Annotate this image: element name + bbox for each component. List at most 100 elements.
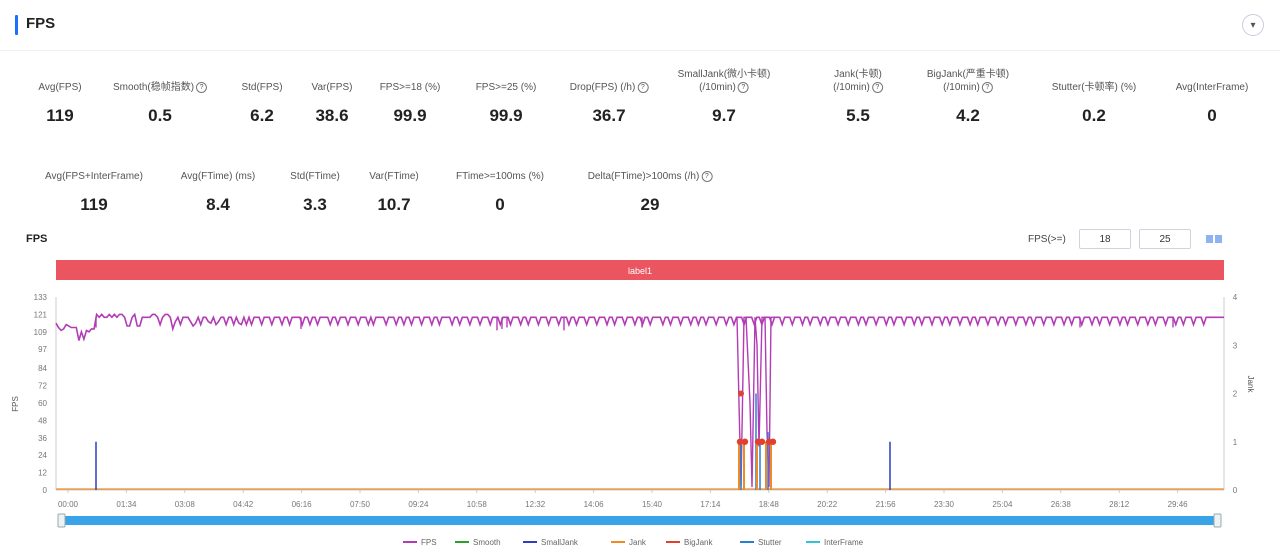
metric-label-text: FPS>=18 (%) — [379, 82, 441, 93]
metric-label: Std(FTime) — [290, 170, 340, 183]
metric-label: FPS>=18 (%) — [380, 81, 441, 94]
y-left-tick-label: 72 — [38, 382, 47, 391]
help-icon[interactable]: ? — [981, 81, 993, 93]
metric-label-text: Avg(FPS+InterFrame) — [45, 171, 143, 182]
metric-r1-11: Avg(InterFrame) 0 — [1176, 68, 1249, 126]
metric-label-text: Smooth(稳帧指数) — [112, 82, 195, 93]
range-slider-handle-right[interactable] — [1213, 513, 1222, 528]
metric-value: 99.9 — [393, 106, 427, 125]
y-left-tick-label: 84 — [38, 364, 47, 373]
help-icon[interactable]: ? — [196, 81, 208, 93]
metric-label-text: BigJank(严重卡顿) — [926, 69, 1010, 80]
x-tick-label: 06:16 — [292, 500, 313, 509]
metric-value: 4.2 — [956, 106, 980, 125]
metric-label-text: Var(FPS) — [311, 82, 353, 93]
help-icon[interactable]: ? — [637, 81, 649, 93]
fps-threshold-input-1[interactable] — [1079, 229, 1131, 249]
metric-label-text: Avg(InterFrame) — [1175, 82, 1249, 93]
x-tick-label: 04:42 — [233, 500, 254, 509]
legend-item-fps[interactable]: FPS — [421, 538, 437, 547]
metric-label-unit: (/10min) — [833, 82, 870, 93]
big-jank-point — [758, 438, 766, 445]
x-tick-label: 23:30 — [934, 500, 955, 509]
legend-item-smalljank[interactable]: SmallJank — [541, 538, 579, 547]
x-tick-label: 21:56 — [876, 500, 897, 509]
metric-value: 36.7 — [592, 106, 626, 125]
metric-r1-0: Avg(FPS) 119 — [38, 68, 81, 126]
label-bar-text: label1 — [628, 266, 652, 276]
x-tick-label: 20:22 — [817, 500, 838, 509]
legend-item-jank[interactable]: Jank — [629, 538, 647, 547]
metric-value: 0 — [1207, 106, 1217, 125]
chevron-down-icon: ▾ — [1250, 19, 1256, 31]
y-right-tick-label: 0 — [1233, 486, 1238, 495]
y-right-axis-label: Jank — [1246, 376, 1255, 394]
y-left-tick-label: 133 — [34, 293, 48, 302]
metric-value: 3.3 — [303, 195, 327, 214]
y-left-tick-label: 109 — [34, 328, 48, 337]
y-right-tick-label: 3 — [1233, 341, 1238, 350]
metric-label: Avg(InterFrame) — [1176, 81, 1249, 94]
fps-threshold-input-2[interactable] — [1139, 229, 1191, 249]
metric-r2-5: Delta(FTime)>100ms (/h)? 29 — [588, 157, 713, 215]
collapse-toggle-button[interactable]: ▾ — [1242, 14, 1264, 36]
metric-r1-6: Drop(FPS) (/h)? 36.7 — [570, 68, 649, 126]
metric-label-text: FTime>=100ms (%) — [456, 171, 544, 182]
metric-label: Avg(FPS+InterFrame) — [45, 170, 143, 183]
apply-threshold-icon[interactable] — [1206, 234, 1222, 244]
big-jank-point — [738, 390, 744, 397]
chart-title: FPS — [26, 233, 48, 245]
help-icon[interactable]: ? — [737, 81, 749, 93]
metric-r2-3: Var(FTime) 10.7 — [369, 157, 418, 215]
label-bar — [56, 260, 1224, 280]
metric-label: Avg(FPS) — [38, 81, 81, 94]
metric-r2-2: Std(FTime) 3.3 — [290, 157, 340, 215]
x-tick-label: 18:48 — [759, 500, 780, 509]
metric-label: Avg(FTime) (ms) — [181, 170, 255, 183]
metric-label-text: Drop(FPS) (/h) — [569, 82, 636, 93]
metric-label: Var(FTime) — [369, 170, 418, 183]
y-left-tick-label: 97 — [38, 345, 47, 354]
metric-r1-3: Var(FPS) 38.6 — [312, 68, 353, 126]
help-icon[interactable]: ? — [871, 81, 883, 93]
metric-label: Std(FPS) — [241, 81, 282, 94]
x-tick-label: 00:00 — [58, 500, 79, 509]
legend-item-interframe[interactable]: InterFrame — [824, 538, 864, 547]
x-tick-label: 14:06 — [584, 500, 605, 509]
x-tick-label: 07:50 — [350, 500, 371, 509]
metric-r1-2: Std(FPS) 6.2 — [241, 68, 282, 126]
metric-label-text: Avg(FPS) — [38, 82, 82, 93]
title-accent-bar — [15, 15, 18, 35]
metric-r1-8: Jank(卡顿) (/10min)? 5.5 — [833, 68, 883, 126]
metric-label: Drop(FPS) (/h)? — [570, 81, 649, 94]
metric-value: 6.2 — [250, 106, 274, 125]
y-left-tick-label: 12 — [38, 469, 47, 478]
metric-r1-9: BigJank(严重卡顿) (/10min)? 4.2 — [927, 68, 1009, 126]
metric-label-text: FPS>=25 (%) — [475, 82, 537, 93]
metric-value: 0 — [495, 195, 505, 214]
help-icon[interactable]: ? — [701, 170, 713, 182]
legend-item-stutter[interactable]: Stutter — [758, 538, 782, 547]
y-left-tick-label: 36 — [38, 434, 47, 443]
metric-label: Smooth(稳帧指数)? — [112, 81, 208, 94]
metric-r2-4: FTime>=100ms (%) 0 — [456, 157, 544, 215]
metric-label: SmallJank(微小卡顿) (/10min)? — [678, 68, 771, 94]
legend-item-bigjank[interactable]: BigJank — [684, 538, 713, 547]
metric-label-text: Jank(卡顿) — [834, 69, 882, 80]
y-right-tick-label: 1 — [1233, 438, 1238, 447]
y-left-tick-label: 60 — [38, 399, 47, 408]
metric-label-text: SmallJank(微小卡顿) — [677, 69, 771, 80]
metric-label-unit: (/10min) — [699, 82, 736, 93]
legend-item-smooth[interactable]: Smooth — [473, 538, 501, 547]
range-slider-handle-left[interactable] — [57, 513, 66, 528]
y-right-tick-label: 2 — [1233, 390, 1238, 399]
y-left-tick-label: 48 — [38, 416, 47, 425]
x-tick-label: 29:46 — [1168, 500, 1189, 509]
big-jank-point — [769, 438, 777, 445]
x-tick-label: 26:38 — [1051, 500, 1072, 509]
metric-label: FTime>=100ms (%) — [456, 170, 544, 183]
metric-r1-1: Smooth(稳帧指数)? 0.5 — [112, 68, 208, 126]
y-left-axis-label: FPS — [11, 396, 20, 412]
